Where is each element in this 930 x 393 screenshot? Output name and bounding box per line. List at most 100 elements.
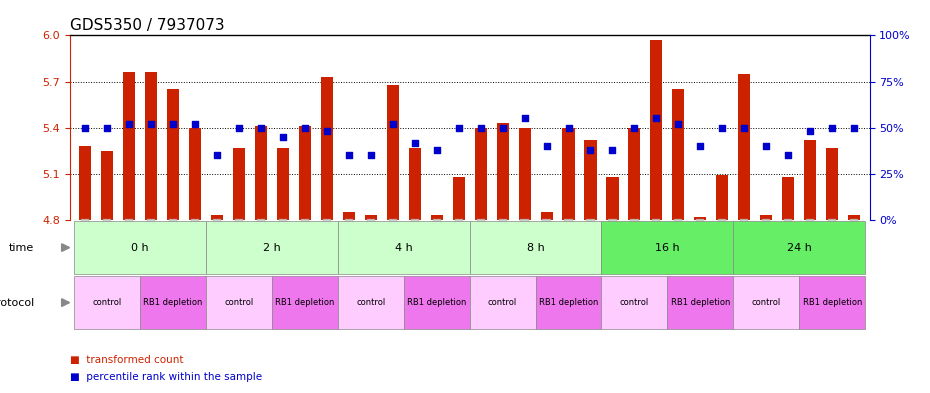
Bar [365, 215, 377, 220]
Bar [255, 126, 267, 220]
Bar [584, 140, 596, 220]
Point [495, 125, 510, 131]
Bar [738, 74, 751, 220]
Text: RB1 depletion: RB1 depletion [407, 298, 466, 307]
Point [430, 147, 445, 153]
Text: control: control [488, 298, 517, 307]
FancyBboxPatch shape [272, 276, 338, 329]
Text: GSM1220808: GSM1220808 [675, 220, 682, 269]
Text: ■  percentile rank within the sample: ■ percentile rank within the sample [70, 372, 262, 382]
Text: GSM1220806: GSM1220806 [412, 220, 418, 269]
Text: GSM1220800: GSM1220800 [367, 220, 374, 269]
Bar [101, 151, 113, 220]
Point [78, 125, 93, 131]
Point [407, 140, 422, 146]
FancyBboxPatch shape [470, 221, 602, 274]
Text: GSM1220795: GSM1220795 [478, 220, 484, 269]
Text: GSM1220824: GSM1220824 [456, 220, 461, 269]
Bar [672, 89, 684, 220]
FancyBboxPatch shape [734, 276, 799, 329]
Bar [760, 215, 772, 220]
Bar [232, 148, 245, 220]
Point [627, 125, 642, 131]
Bar [343, 212, 355, 220]
Text: 8 h: 8 h [526, 242, 544, 253]
FancyBboxPatch shape [668, 276, 734, 329]
FancyBboxPatch shape [338, 276, 404, 329]
Text: GSM1220804: GSM1220804 [148, 220, 154, 269]
Bar [826, 148, 838, 220]
Bar [167, 89, 179, 220]
Point [539, 143, 554, 149]
Text: GSM1220809: GSM1220809 [807, 220, 813, 269]
Bar [408, 148, 420, 220]
Point [232, 125, 246, 131]
Text: RB1 depletion: RB1 depletion [538, 298, 598, 307]
Text: GSM1220801: GSM1220801 [499, 220, 506, 269]
Text: GSM1220819: GSM1220819 [522, 220, 527, 269]
Text: GSM1220817: GSM1220817 [258, 220, 264, 269]
Text: GSM1220820: GSM1220820 [654, 220, 659, 269]
Text: GSM1220826: GSM1220826 [719, 220, 725, 269]
Bar [277, 148, 289, 220]
FancyBboxPatch shape [338, 221, 470, 274]
Bar [606, 177, 618, 220]
FancyBboxPatch shape [734, 221, 865, 274]
Text: GSM1220810: GSM1220810 [170, 220, 176, 269]
Point [166, 121, 180, 127]
Point [385, 121, 400, 127]
Bar [123, 72, 135, 220]
Bar [299, 126, 311, 220]
Point [605, 147, 620, 153]
Text: control: control [92, 298, 122, 307]
Text: GSM1220823: GSM1220823 [324, 220, 330, 269]
FancyBboxPatch shape [74, 276, 140, 329]
Point [671, 121, 685, 127]
Text: 4 h: 4 h [395, 242, 413, 253]
Bar [189, 128, 201, 220]
Bar [145, 72, 157, 220]
Bar [848, 215, 860, 220]
Bar [563, 128, 575, 220]
Point [451, 125, 466, 131]
Point [188, 121, 203, 127]
Point [473, 125, 488, 131]
Text: GSM1220799: GSM1220799 [236, 220, 242, 269]
Point [209, 152, 224, 159]
Text: GSM1220815: GSM1220815 [830, 220, 835, 269]
Point [319, 128, 334, 134]
Text: GSM1220818: GSM1220818 [390, 220, 396, 269]
Point [693, 143, 708, 149]
Text: 24 h: 24 h [787, 242, 812, 253]
Point [143, 121, 158, 127]
Text: GSM1220814: GSM1220814 [698, 220, 703, 269]
Text: GSM1220827: GSM1220827 [851, 220, 857, 269]
FancyBboxPatch shape [206, 276, 272, 329]
Bar [695, 217, 707, 220]
Point [803, 128, 817, 134]
Point [781, 152, 796, 159]
Bar [497, 123, 509, 220]
Bar [387, 84, 399, 220]
Bar [540, 212, 552, 220]
Bar [321, 77, 333, 220]
Bar [453, 177, 465, 220]
FancyBboxPatch shape [799, 276, 865, 329]
Text: GSM1220807: GSM1220807 [543, 220, 550, 269]
FancyBboxPatch shape [206, 221, 338, 274]
FancyBboxPatch shape [602, 276, 668, 329]
Point [846, 125, 861, 131]
Point [122, 121, 137, 127]
FancyBboxPatch shape [470, 276, 536, 329]
Text: GSM1220792: GSM1220792 [82, 220, 88, 269]
Text: RB1 depletion: RB1 depletion [143, 298, 203, 307]
Text: control: control [356, 298, 385, 307]
Point [583, 147, 598, 153]
Text: time: time [8, 242, 33, 253]
Text: GSM1220797: GSM1220797 [741, 220, 748, 269]
Bar [804, 140, 817, 220]
Bar [650, 40, 662, 220]
Bar [519, 128, 531, 220]
Point [364, 152, 379, 159]
Bar [716, 175, 728, 220]
